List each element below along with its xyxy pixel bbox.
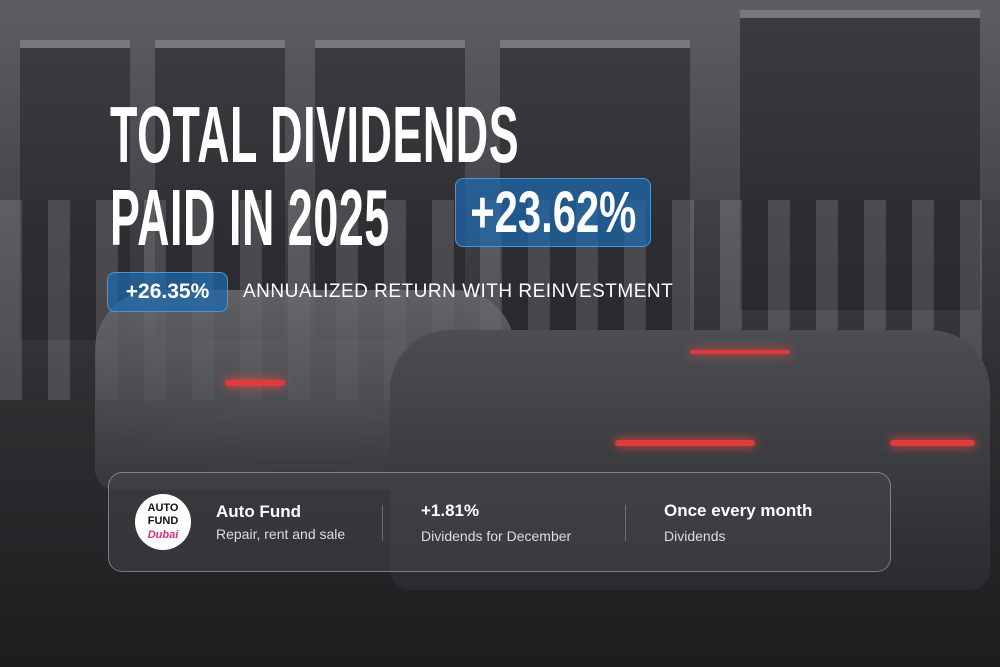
background-garage bbox=[740, 10, 980, 310]
tail-light bbox=[890, 440, 975, 446]
logo-text: Dubai bbox=[147, 528, 179, 541]
divider bbox=[382, 505, 383, 541]
divider bbox=[625, 505, 626, 541]
tail-light bbox=[225, 380, 285, 386]
tail-light bbox=[615, 440, 755, 446]
tail-light bbox=[690, 350, 790, 354]
fund-info-card bbox=[108, 472, 891, 572]
logo-text: FUND bbox=[147, 515, 179, 528]
logo-text: AUTO bbox=[147, 502, 179, 515]
background-garage bbox=[20, 40, 130, 340]
headline-line1: TOTAL DIVIDENDS bbox=[110, 90, 520, 179]
december-dividend-label: Dividends for December bbox=[421, 528, 572, 544]
annualized-value: +26.35% bbox=[125, 280, 210, 303]
fund-title: Auto Fund bbox=[216, 502, 301, 521]
total-return-value: +23.62% bbox=[469, 180, 637, 245]
annualized-label: ANNUALIZED RETURN WITH REINVESTMENT bbox=[243, 281, 674, 302]
frequency-value: Once every month bbox=[664, 501, 813, 520]
total-return-badge: +23.62% bbox=[455, 178, 651, 247]
fund-subtitle: Repair, rent and sale bbox=[216, 526, 346, 542]
december-dividend-value: +1.81% bbox=[421, 501, 480, 520]
annualized-badge: +26.35% bbox=[107, 272, 228, 312]
auto-fund-logo: AUTO FUND Dubai bbox=[135, 494, 191, 550]
headline-line2: PAID IN 2025 bbox=[110, 173, 390, 262]
frequency-label: Dividends bbox=[664, 528, 726, 544]
